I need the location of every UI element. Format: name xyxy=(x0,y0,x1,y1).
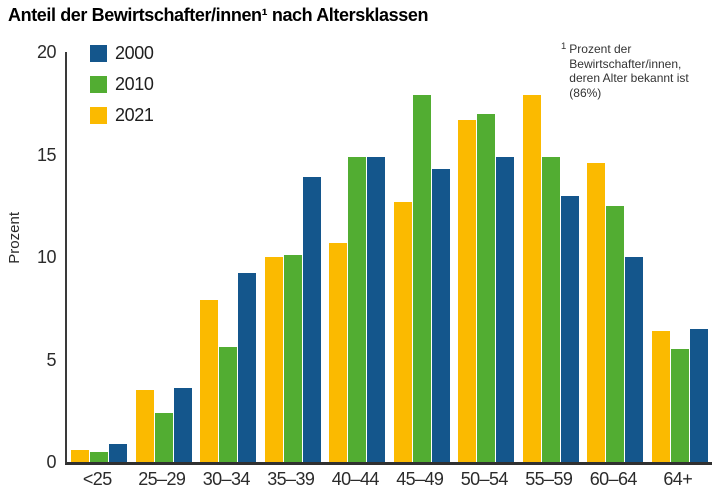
bar-group-30–34 xyxy=(196,52,261,462)
footnote-text: Prozent der Bewirtschafter/innen, deren … xyxy=(569,42,689,100)
x-tick-label-50–54: 50–54 xyxy=(460,469,509,489)
footnote-superscript: 1 xyxy=(561,41,567,52)
bar-2000-40–44 xyxy=(367,156,386,462)
bar-group-64+ xyxy=(648,52,713,462)
bar-2010-60–64 xyxy=(606,205,625,462)
bar-2010-55–59 xyxy=(541,156,560,462)
bar-2021-35–39 xyxy=(264,257,283,462)
bar-2021-50–54 xyxy=(458,119,477,462)
y-tick-label-5: 5 xyxy=(46,349,56,370)
bar-2000-35–39 xyxy=(302,177,321,462)
legend-label-2000: 2000 xyxy=(115,43,154,63)
x-tick-label-60–64: 60–64 xyxy=(589,469,638,489)
bar-2000-60–64 xyxy=(625,257,644,462)
legend-swatch-2010 xyxy=(90,76,107,93)
legend-swatch-2021 xyxy=(90,107,107,124)
x-tick-label-64+: 64+ xyxy=(663,469,693,489)
bar-2000-<25 xyxy=(109,443,128,462)
x-tick-label-25–29: 25–29 xyxy=(138,469,186,489)
bar-2010-30–34 xyxy=(219,347,238,462)
bar-group-<25 xyxy=(67,52,132,462)
chart-title: Anteil der Bewirtschafter/innen¹ nach Al… xyxy=(8,5,429,25)
bar-group-50–54 xyxy=(454,52,519,462)
bar-group-55–59 xyxy=(519,52,584,462)
bar-group-60–64 xyxy=(583,52,648,462)
bar-2021-55–59 xyxy=(522,95,541,462)
y-tick-label-20: 20 xyxy=(36,42,57,62)
bar-2021-25–29 xyxy=(135,390,154,462)
legend-label-2021: 2021 xyxy=(115,105,154,125)
legend-item-2010: 2010 xyxy=(90,74,154,95)
y-tick-label-0: 0 xyxy=(46,452,56,472)
x-tick-label-55–59: 55–59 xyxy=(525,469,573,489)
bar-2000-25–29 xyxy=(173,388,192,462)
bar-2021-64+ xyxy=(651,330,670,462)
bar-2021-45–49 xyxy=(393,201,412,462)
legend-item-2000: 2000 xyxy=(90,43,154,64)
x-tick-label-35–39: 35–39 xyxy=(267,469,315,489)
legend-label-2010: 2010 xyxy=(115,74,154,94)
bar-groups xyxy=(67,52,712,462)
bar-2010-35–39 xyxy=(283,254,302,462)
plot-area: 2000 2010 2021 xyxy=(65,43,712,465)
bar-2010-25–29 xyxy=(154,412,173,462)
bar-2010-45–49 xyxy=(412,95,431,462)
bar-2021-<25 xyxy=(71,449,90,462)
bar-2000-64+ xyxy=(689,328,708,462)
y-tick-label-15: 15 xyxy=(36,144,57,165)
bar-2021-40–44 xyxy=(329,242,348,462)
bar-2010-64+ xyxy=(670,349,689,462)
x-tick-label-<25: <25 xyxy=(82,469,112,489)
bar-group-45–49 xyxy=(390,52,455,462)
footnote: 1 Prozent der Bewirtschafter/innen, dere… xyxy=(561,41,689,100)
bar-group-35–39 xyxy=(261,52,326,462)
x-axis-tick-labels: <25 25–29 30–34 35–39 40–44 45–49 50–54 55–59 60… xyxy=(65,469,710,490)
bar-2010-40–44 xyxy=(348,156,367,462)
x-tick-label-45–49: 45–49 xyxy=(396,469,444,489)
bar-2000-50–54 xyxy=(496,156,515,462)
legend-item-2021: 2021 xyxy=(90,105,154,126)
legend-swatch-2000 xyxy=(90,45,107,62)
bar-2021-60–64 xyxy=(587,162,606,462)
bar-2010-50–54 xyxy=(477,113,496,462)
bar-2000-55–59 xyxy=(560,195,579,462)
bar-2000-30–34 xyxy=(238,273,257,462)
bar-2000-45–49 xyxy=(431,168,450,462)
bar-2010-<25 xyxy=(90,451,109,462)
x-tick-label-40–44: 40–44 xyxy=(331,469,380,489)
bar-group-40–44 xyxy=(325,52,390,462)
y-tick-label-10: 10 xyxy=(36,247,57,267)
bar-group-25–29 xyxy=(132,52,197,462)
x-tick-label-30–34: 30–34 xyxy=(202,469,251,489)
legend: 2000 2010 2021 xyxy=(90,43,154,126)
bar-2021-30–34 xyxy=(200,300,219,462)
